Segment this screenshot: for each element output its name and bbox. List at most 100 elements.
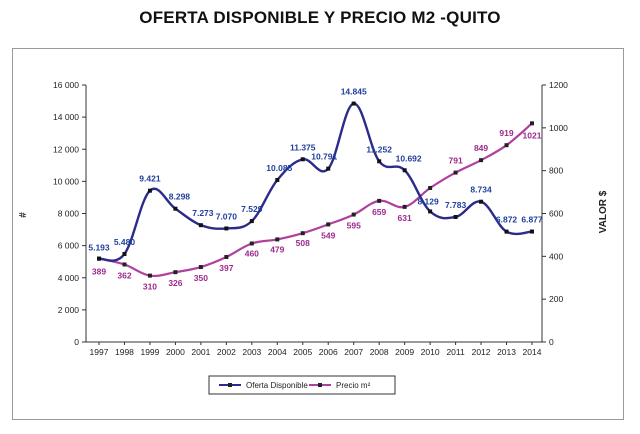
oferta-disponible-point xyxy=(173,206,178,211)
oferta-disponible-point xyxy=(402,168,407,173)
y-right-tick-label: 400 xyxy=(549,251,563,261)
precio-m2-data-label: 595 xyxy=(347,221,361,231)
x-tick-label: 2006 xyxy=(319,347,338,357)
y-right-tick-label: 600 xyxy=(549,209,563,219)
y-left-tick-label: 8 000 xyxy=(58,209,80,219)
x-tick-label: 2001 xyxy=(191,347,210,357)
oferta-disponible-data-label: 10.085 xyxy=(266,163,292,173)
precio-m2-point xyxy=(428,186,433,191)
x-tick-label: 1998 xyxy=(115,347,134,357)
precio-m2-point xyxy=(453,170,458,175)
oferta-disponible-point xyxy=(147,188,152,193)
precio-m2-point xyxy=(479,158,484,163)
y-left-tick-label: 4 000 xyxy=(58,273,80,283)
y-right-tick-label: 0 xyxy=(549,337,554,347)
precio-m2-data-label: 350 xyxy=(194,273,208,283)
oferta-disponible-point xyxy=(300,157,305,162)
oferta-disponible-data-label: 6.872 xyxy=(496,215,518,225)
precio-m2-data-label: 326 xyxy=(168,278,182,288)
precio-m2-point xyxy=(351,212,356,217)
oferta-disponible-point xyxy=(351,101,356,106)
x-tick-label: 1999 xyxy=(140,347,159,357)
oferta-disponible-point xyxy=(428,209,433,214)
legend-marker-precio-m2 xyxy=(318,383,322,387)
precio-m2-point xyxy=(326,222,331,227)
y-left-tick-label: 12 000 xyxy=(53,144,79,154)
precio-m2-data-label: 1021 xyxy=(523,130,542,140)
oferta-disponible-point xyxy=(479,199,484,204)
y-right-tick-label: 200 xyxy=(549,294,563,304)
x-tick-label: 1997 xyxy=(90,347,109,357)
y-left-tick-label: 10 000 xyxy=(53,176,79,186)
precio-m2-data-label: 631 xyxy=(398,213,412,223)
oferta-disponible-data-label: 10.692 xyxy=(396,153,422,163)
y-right-tick-label: 1000 xyxy=(549,123,568,133)
legend-marker-oferta-disponible xyxy=(228,383,232,387)
oferta-disponible-point xyxy=(249,219,254,224)
oferta-disponible-point xyxy=(453,214,458,219)
precio-m2-data-label: 791 xyxy=(448,156,462,166)
x-tick-label: 2012 xyxy=(472,347,491,357)
oferta-disponible-data-label: 5.480 xyxy=(114,237,136,247)
y-right-tick-label: 800 xyxy=(549,166,563,176)
legend-label-precio-m2: Precio m² xyxy=(336,381,371,390)
oferta-disponible-point xyxy=(224,226,229,231)
precio-m2-point xyxy=(300,231,305,236)
x-tick-label: 2007 xyxy=(344,347,363,357)
precio-m2-point xyxy=(402,204,407,209)
precio-m2-data-label: 479 xyxy=(270,244,284,254)
y-axis-right-title: VALOR $ xyxy=(598,190,609,233)
oferta-disponible-data-label: 11.375 xyxy=(290,142,316,152)
legend-box xyxy=(208,375,396,395)
precio-m2-data-label: 549 xyxy=(321,230,335,240)
oferta-disponible-point xyxy=(122,251,127,256)
oferta-disponible-data-label: 5.193 xyxy=(88,243,110,253)
oferta-disponible-point xyxy=(504,229,509,234)
precio-m2-point xyxy=(198,265,203,270)
precio-m2-point xyxy=(147,273,152,278)
x-tick-label: 2009 xyxy=(395,347,414,357)
precio-m2-point xyxy=(173,270,178,275)
precio-m2-data-label: 919 xyxy=(499,128,513,138)
oferta-disponible-point xyxy=(275,178,280,183)
x-tick-label: 2013 xyxy=(497,347,516,357)
precio-m2-data-label: 310 xyxy=(143,282,157,292)
oferta-disponible-data-label: 9.421 xyxy=(139,174,161,184)
precio-m2-data-label: 397 xyxy=(219,263,233,273)
y-left-tick-label: 6 000 xyxy=(58,241,80,251)
y-left-tick-label: 14 000 xyxy=(53,112,79,122)
oferta-disponible-data-label: 7.783 xyxy=(445,200,467,210)
x-tick-label: 2008 xyxy=(370,347,389,357)
precio-m2-point xyxy=(275,237,280,242)
y-right-tick-label: 1200 xyxy=(549,80,568,90)
y-left-tick-label: 2 000 xyxy=(58,305,80,315)
precio-m2-point xyxy=(504,143,509,148)
y-axis-left-title: # xyxy=(18,212,29,218)
precio-m2-data-label: 389 xyxy=(92,267,106,277)
precio-m2-data-label: 362 xyxy=(117,270,131,280)
oferta-disponible-data-label: 8.298 xyxy=(169,192,191,202)
precio-m2-point xyxy=(530,121,534,126)
precio-m2-data-label: 849 xyxy=(474,143,488,153)
oferta-disponible-data-label: 10.791 xyxy=(311,152,337,162)
precio-m2-point xyxy=(249,241,254,246)
x-tick-label: 2000 xyxy=(166,347,185,357)
oferta-disponible-data-label: 7.070 xyxy=(216,211,238,221)
x-tick-label: 2010 xyxy=(421,347,440,357)
precio-m2-point xyxy=(122,262,127,267)
oferta-disponible-data-label: 8.734 xyxy=(470,185,492,195)
oferta-disponible-data-label: 11.252 xyxy=(366,144,392,154)
x-tick-label: 2002 xyxy=(217,347,236,357)
precio-m2-data-label: 659 xyxy=(372,207,386,217)
oferta-disponible-point xyxy=(377,159,382,164)
oferta-disponible-point xyxy=(198,223,203,228)
x-tick-label: 2003 xyxy=(242,347,261,357)
oferta-disponible-data-label: 6.877 xyxy=(521,215,543,225)
oferta-disponible-point xyxy=(530,229,534,234)
chart-title: OFERTA DISPONIBLE Y PRECIO M2 -QUITO xyxy=(139,8,501,27)
legend-label-oferta-disponible: Oferta Disponible xyxy=(246,381,308,390)
oferta-disponible-data-label: 7.273 xyxy=(192,208,214,218)
x-tick-label: 2004 xyxy=(268,347,287,357)
oferta-disponible-data-label: 14.845 xyxy=(341,87,367,97)
